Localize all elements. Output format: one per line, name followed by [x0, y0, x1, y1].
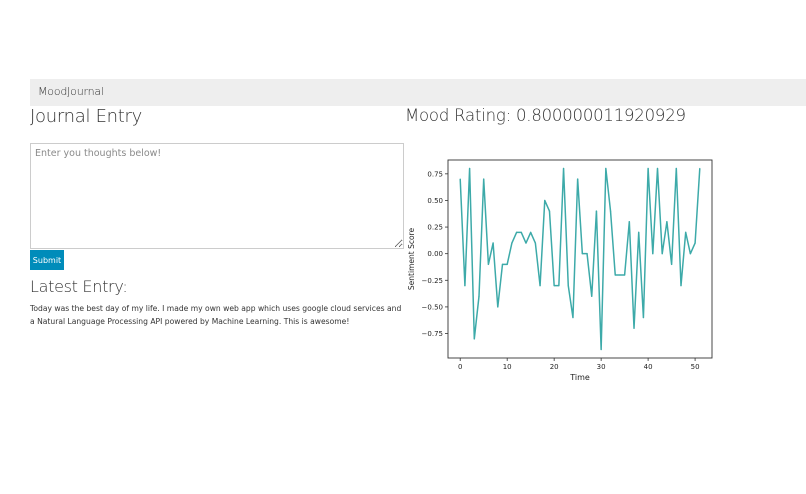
y-tick-label: 0.00	[427, 250, 443, 258]
data-point	[483, 178, 485, 180]
data-point	[586, 253, 588, 255]
data-point	[525, 242, 527, 244]
data-point	[609, 210, 612, 212]
data-point	[473, 338, 475, 340]
y-axis-ticks: 0.75 0.50 0.25 0.00 −0.25 −0.50 −0.75	[422, 170, 448, 338]
data-point	[652, 253, 654, 255]
y-tick-label: −0.75	[422, 330, 443, 338]
data-point	[591, 295, 593, 297]
data-point	[671, 263, 673, 265]
plot-area	[447, 159, 713, 359]
data-point	[558, 285, 560, 287]
x-tick-label: 40	[644, 363, 653, 371]
sentiment-chart: 0.75 0.50 0.25 0.00 −0.25 −0.50 −0.75 0 10 20 30 4…	[407, 159, 713, 382]
x-tick-label: 20	[550, 363, 559, 371]
brand-link[interactable]: MoodJournal	[38, 85, 104, 98]
y-tick-label: 0.75	[427, 170, 443, 178]
data-point	[685, 231, 687, 233]
y-tick-label: 0.50	[427, 197, 443, 205]
y-tick-label: −0.50	[422, 303, 443, 311]
data-point	[633, 327, 635, 329]
x-axis-label: Time	[569, 373, 590, 382]
data-point	[469, 167, 471, 170]
data-point	[614, 274, 616, 276]
data-point	[628, 221, 630, 223]
data-point	[680, 285, 682, 287]
data-point	[539, 285, 541, 287]
x-tick-label: 0	[458, 363, 462, 371]
data-point	[619, 274, 621, 276]
data-point	[562, 167, 565, 170]
x-tick-label: 30	[597, 363, 606, 371]
x-tick-label: 50	[691, 363, 700, 371]
y-axis-label: Sentiment Score	[407, 228, 416, 291]
journal-textarea[interactable]	[30, 143, 404, 249]
data-point	[511, 242, 513, 244]
y-tick-label: 0.25	[427, 224, 443, 232]
mood-rating-label: Mood Rating:	[405, 106, 511, 125]
data-point	[600, 348, 602, 351]
mood-rating-value: 0.800000011920929	[515, 106, 686, 125]
data-point	[464, 285, 466, 287]
latest-entry-heading: Latest Entry:	[30, 277, 128, 296]
data-point	[492, 242, 494, 244]
data-point	[506, 263, 508, 265]
data-point	[577, 178, 579, 180]
data-point	[544, 199, 546, 202]
data-point	[487, 263, 489, 265]
data-point	[581, 253, 583, 255]
data-point	[595, 210, 598, 212]
data-point	[530, 231, 532, 233]
data-point	[548, 210, 551, 212]
data-point	[567, 285, 569, 287]
data-point	[515, 231, 518, 233]
data-point	[675, 167, 677, 170]
data-point	[624, 274, 626, 276]
x-tick-label: 10	[503, 363, 512, 371]
data-point	[497, 306, 499, 308]
data-point	[520, 231, 522, 233]
data-point	[666, 221, 668, 223]
x-axis-ticks: 0 10 20 30 40 50	[458, 358, 700, 371]
sentiment-series-line	[459, 167, 701, 351]
data-point	[694, 242, 696, 244]
data-point	[605, 167, 607, 170]
data-point	[642, 316, 645, 319]
data-point	[699, 167, 701, 170]
data-point	[501, 263, 504, 265]
data-point	[534, 242, 536, 244]
data-point	[638, 231, 640, 233]
data-points	[459, 167, 701, 351]
journal-entry-heading: Journal Entry	[30, 106, 142, 127]
data-point	[572, 316, 574, 319]
data-point	[689, 253, 691, 255]
data-point	[459, 178, 461, 180]
data-point	[661, 253, 663, 255]
data-point	[647, 167, 649, 170]
latest-entry-text: Today was the best day of my life. I mad…	[30, 304, 402, 326]
navbar: MoodJournal	[30, 79, 806, 106]
y-tick-label: −0.25	[422, 277, 443, 285]
submit-button[interactable]: Submit	[30, 250, 64, 270]
mood-rating: Mood Rating: 0.800000011920929	[405, 106, 686, 125]
data-point	[656, 167, 659, 170]
data-point	[478, 295, 480, 297]
data-point	[553, 285, 555, 287]
